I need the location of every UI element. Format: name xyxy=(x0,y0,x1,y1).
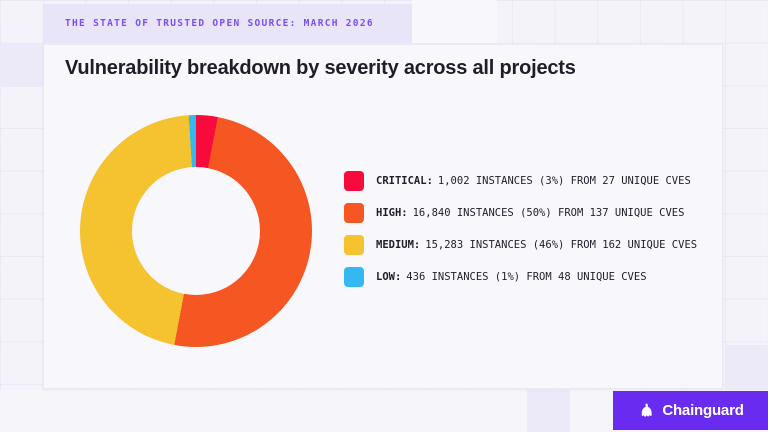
decor-square-right xyxy=(725,345,768,390)
legend-row-medium: MEDIUM: 15,283 INSTANCES (46%) FROM 162 U… xyxy=(344,235,697,255)
report-banner: THE STATE OF TRUSTED OPEN SOURCE: MARCH … xyxy=(43,4,412,43)
decor-square-left xyxy=(0,43,43,87)
decor-square-bottom xyxy=(527,390,570,432)
critical-label: CRITICAL: xyxy=(376,175,433,187)
high-label: HIGH: xyxy=(376,207,408,219)
low-label: LOW: xyxy=(376,271,402,283)
decor-square-topright-1 xyxy=(412,0,455,43)
decor-square-topright-2 xyxy=(455,0,497,43)
medium-detail: 15,283 INSTANCES (46%) FROM 162 UNIQUE C… xyxy=(425,239,698,251)
medium-label: MEDIUM: xyxy=(376,239,421,251)
legend-row-critical: CRITICAL: 1,002 INSTANCES (3%) FROM 27 UN… xyxy=(344,171,697,191)
donut-hole xyxy=(132,167,260,295)
chart-card: Vulnerability breakdown by severity acro… xyxy=(43,44,723,389)
medium-swatch xyxy=(344,235,364,255)
severity-legend: CRITICAL: 1,002 INSTANCES (3%) FROM 27 UN… xyxy=(344,171,697,299)
severity-donut-chart xyxy=(80,115,312,347)
high-detail: 16,840 INSTANCES (50%) FROM 137 UNIQUE C… xyxy=(412,207,685,219)
high-swatch xyxy=(344,203,364,223)
legend-row-low: LOW: 436 INSTANCES (1%) FROM 48 UNIQUE CV… xyxy=(344,267,697,287)
low-detail: 436 INSTANCES (1%) FROM 48 UNIQUE CVES xyxy=(406,271,647,283)
low-swatch xyxy=(344,267,364,287)
chainguard-bell-icon xyxy=(642,403,652,417)
critical-detail: 1,002 INSTANCES (3%) FROM 27 UNIQUE CVES xyxy=(437,175,691,187)
legend-row-high: HIGH: 16,840 INSTANCES (50%) FROM 137 UNI… xyxy=(344,203,697,223)
chainguard-wordmark: Chainguard xyxy=(662,402,744,419)
chainguard-logo-block[interactable]: Chainguard xyxy=(613,391,768,430)
chart-title: Vulnerability breakdown by severity acro… xyxy=(65,57,576,79)
critical-swatch xyxy=(344,171,364,191)
report-banner-text: THE STATE OF TRUSTED OPEN SOURCE: MARCH … xyxy=(65,18,374,29)
